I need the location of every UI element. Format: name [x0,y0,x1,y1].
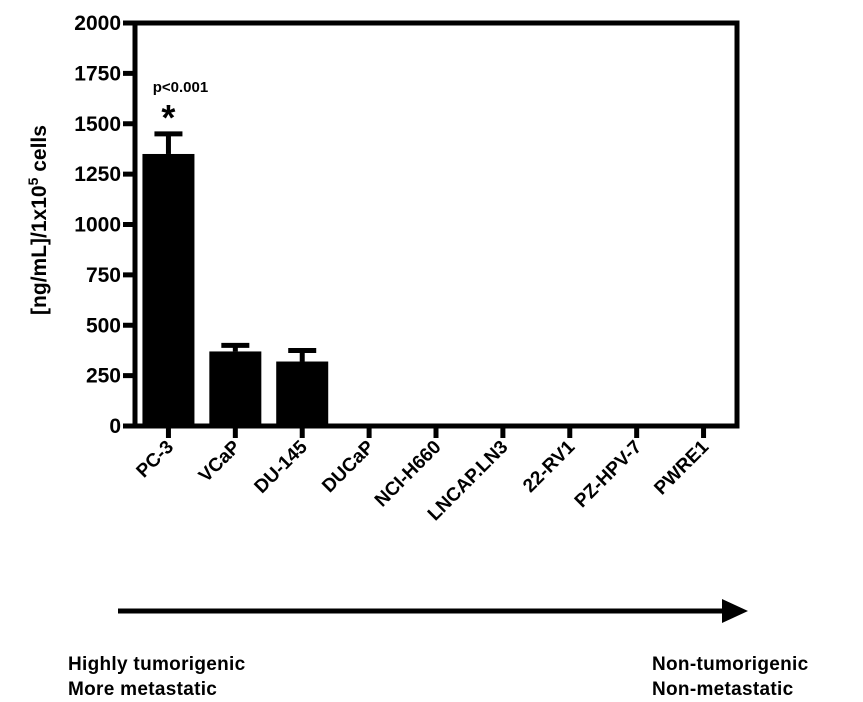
arrow-head [722,599,748,623]
x-tick-label: DU-145 [251,436,312,497]
right-caption-line-2: Non-metastatic [652,679,794,700]
bar [276,361,329,426]
x-tick-label: PC-3 [133,437,178,482]
bar [410,424,462,426]
significance-star: * [161,97,175,138]
y-tick-label: 0 [109,415,121,438]
bar [476,424,529,426]
y-tick-label: 1000 [74,214,121,237]
left-caption: Highly tumorigenic More metastatic [68,652,245,702]
x-tick-label: DUCaP [318,436,379,497]
right-caption-line-1: Non-tumorigenic [652,654,809,675]
y-axis-title-exponent: 5 [25,177,41,185]
bar [142,153,195,426]
bar [543,424,596,426]
direction-arrow [118,599,748,623]
p-value-label: p<0.001 [153,79,208,96]
plot-area: 0 250 500 750 1000 1250 1500 1750 2000 PC-3 *p<0.0… [74,12,740,525]
right-caption: Non-tumorigenic Non-metastatic [652,652,809,702]
y-tick-label: 500 [86,314,121,337]
bar [343,424,396,426]
bar [209,351,262,426]
y-axis-title: [ng/mL]/1x105 cells [25,125,51,315]
y-tick-label: 750 [86,264,121,287]
y-tick-label: 1500 [74,113,121,136]
y-tick-label: 1750 [74,62,121,85]
y-axis-title-main: [ng/mL]/1x10 [28,185,51,315]
y-tick-label: 2000 [74,12,121,35]
y-tick-label: 250 [86,365,121,388]
y-axis-title-tail: cells [28,125,51,178]
bar [610,425,663,426]
left-caption-line-2: More metastatic [68,679,218,700]
left-caption-line-1: Highly tumorigenic [68,654,246,675]
svg-text:[ng/mL]/1x105 cells: [ng/mL]/1x105 cells [25,125,51,315]
x-tick-label: VCaP [195,436,245,486]
x-tick-label: 22-RV1 [519,436,579,496]
x-tick-label: PZ-HPV-7 [571,437,646,512]
x-tick-label: PWRE1 [650,436,713,499]
y-tick-label: 1250 [74,163,121,186]
bar [677,425,730,426]
